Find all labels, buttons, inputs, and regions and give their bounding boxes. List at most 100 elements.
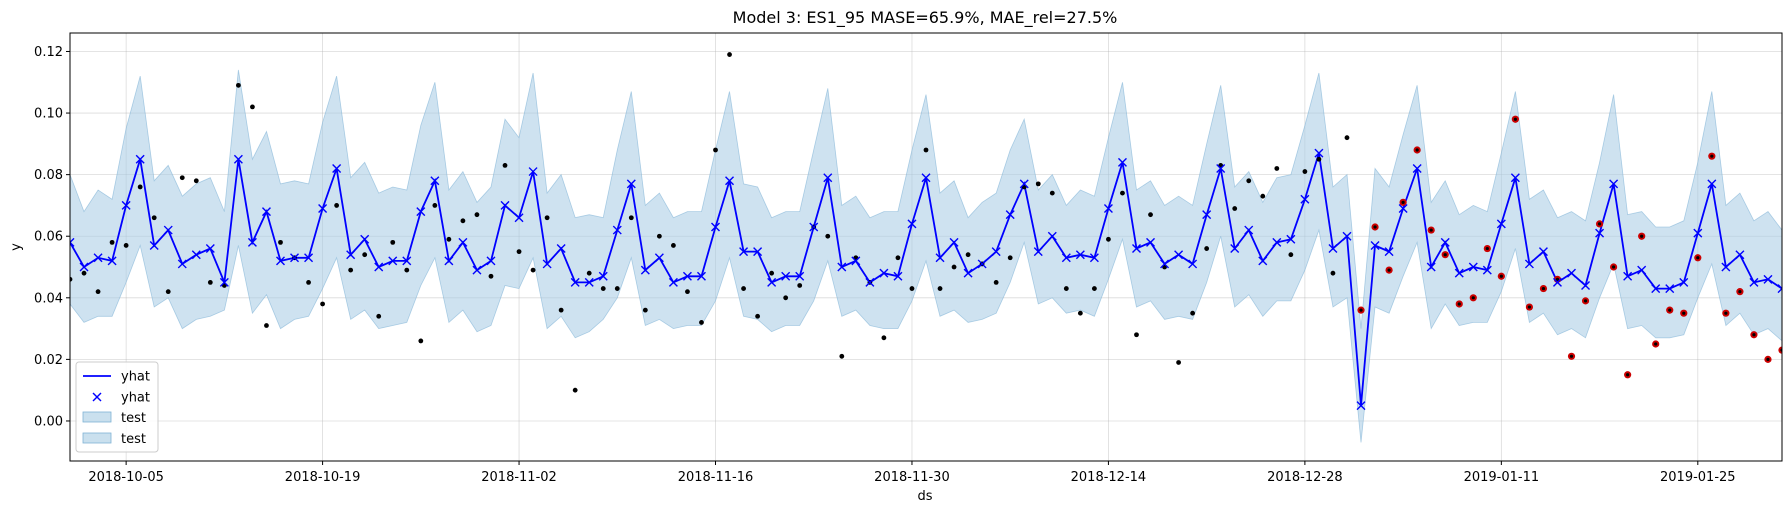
yhat-marker (977, 259, 987, 269)
yhat-marker-stroke (977, 259, 987, 269)
yhat-marker-stroke (1609, 179, 1619, 189)
yhat-marker (1538, 247, 1548, 257)
yhat-marker-stroke (753, 247, 763, 257)
actual-point (446, 236, 452, 242)
legend-label-test-1: test (121, 411, 146, 426)
yhat-marker (640, 265, 650, 275)
yhat-marker-stroke (584, 277, 594, 287)
legend-band-swatch-2 (82, 432, 112, 444)
yhat-marker-stroke (654, 253, 664, 263)
yhat-marker (1412, 163, 1422, 173)
yhat-marker (823, 173, 833, 183)
yhat-marker (570, 277, 580, 287)
yhat-marker-stroke (739, 247, 749, 257)
yhat-marker-stroke (191, 250, 201, 260)
x-tick-label: 2019-01-25 (1660, 470, 1736, 485)
actual-point (1190, 310, 1196, 316)
yhat-marker-stroke (430, 176, 440, 186)
actual-point (1176, 360, 1181, 365)
yhat-marker (668, 277, 678, 287)
actual-point (586, 270, 592, 276)
actual-point (755, 313, 761, 319)
actual-point (951, 264, 957, 270)
actual-point (1401, 200, 1405, 204)
yhat-marker (1005, 210, 1015, 220)
yhat-marker (191, 250, 201, 260)
yhat-marker (1370, 240, 1380, 250)
yhat-marker (921, 173, 931, 183)
actual-point (1387, 268, 1391, 272)
yhat-marker (79, 262, 89, 272)
yhat-marker-stroke (1777, 284, 1782, 290)
yhat-marker (1426, 262, 1436, 272)
actual-point (1274, 166, 1280, 171)
yhat-marker-stroke (1314, 148, 1324, 158)
actual-point (306, 280, 311, 285)
yhat-marker (304, 253, 314, 263)
yhat-marker-stroke (1496, 219, 1506, 229)
yhat-marker-stroke (640, 265, 650, 275)
yhat-marker-stroke (1665, 284, 1675, 294)
yhat-marker (219, 277, 229, 287)
yhat-marker-stroke (458, 237, 468, 247)
yhat-marker (500, 200, 510, 210)
yhat-marker-stroke (1482, 265, 1492, 275)
x-axis-label: ds (917, 489, 932, 504)
yhat-marker-stroke (374, 262, 384, 272)
actual-point (109, 239, 115, 245)
yhat-marker (135, 154, 145, 164)
actual-point (769, 270, 775, 276)
yhat-marker-stroke (823, 173, 833, 183)
yhat-marker (514, 213, 524, 223)
legend-label-yhat-marker: yhat (121, 391, 150, 406)
yhat-marker (149, 240, 159, 250)
actual-point (614, 286, 620, 291)
yhat-marker (935, 253, 945, 263)
actual-point (1696, 256, 1700, 260)
yhat-marker-stroke (837, 262, 847, 272)
actual-point (1106, 236, 1111, 242)
yhat-marker (1482, 265, 1492, 275)
yhat-marker-stroke (1342, 231, 1352, 241)
yhat-marker-stroke (1693, 228, 1703, 238)
yhat-marker-stroke (542, 259, 552, 269)
yhat-marker (865, 277, 875, 287)
yhat-marker (93, 253, 103, 263)
legend-label-yhat-line: yhat (121, 370, 150, 385)
yhat-marker-stroke (93, 253, 103, 263)
actual-point (488, 273, 494, 279)
yhat-marker (1679, 277, 1689, 287)
yhat-marker-stroke (949, 237, 959, 247)
yhat-marker (1496, 219, 1506, 229)
actual-point (783, 295, 789, 301)
yhat-marker-stroke (1721, 262, 1731, 272)
yhat-marker-stroke (1230, 244, 1240, 254)
yhat-marker (1637, 265, 1647, 275)
actual-point (1654, 342, 1658, 346)
actual-point (699, 320, 704, 325)
actual-point (348, 267, 354, 273)
yhat-marker (1665, 284, 1675, 294)
actual-point (1457, 302, 1461, 306)
yhat-marker (163, 225, 173, 235)
yhat-marker (1019, 179, 1029, 189)
yhat-marker-stroke (1244, 225, 1254, 235)
actual-point (1232, 206, 1238, 211)
yhat-marker (682, 271, 692, 281)
actual-point (895, 255, 901, 261)
yhat-marker-stroke (1777, 287, 1782, 294)
x-tick-label: 2018-10-19 (285, 470, 361, 485)
yhat-marker (233, 154, 243, 164)
actual-point (1049, 190, 1055, 196)
actual-point (516, 249, 522, 255)
test-point (1778, 346, 1782, 354)
yhat-marker (711, 222, 721, 232)
yhat-marker (261, 207, 271, 217)
yhat-marker-stroke (991, 247, 1001, 257)
yhat-marker (963, 268, 973, 278)
yhat-marker (837, 262, 847, 272)
confidence-band (70, 69, 1782, 443)
actual-point (151, 215, 157, 221)
yhat-marker-stroke (528, 167, 538, 177)
yhat-marker-stroke (304, 253, 314, 263)
